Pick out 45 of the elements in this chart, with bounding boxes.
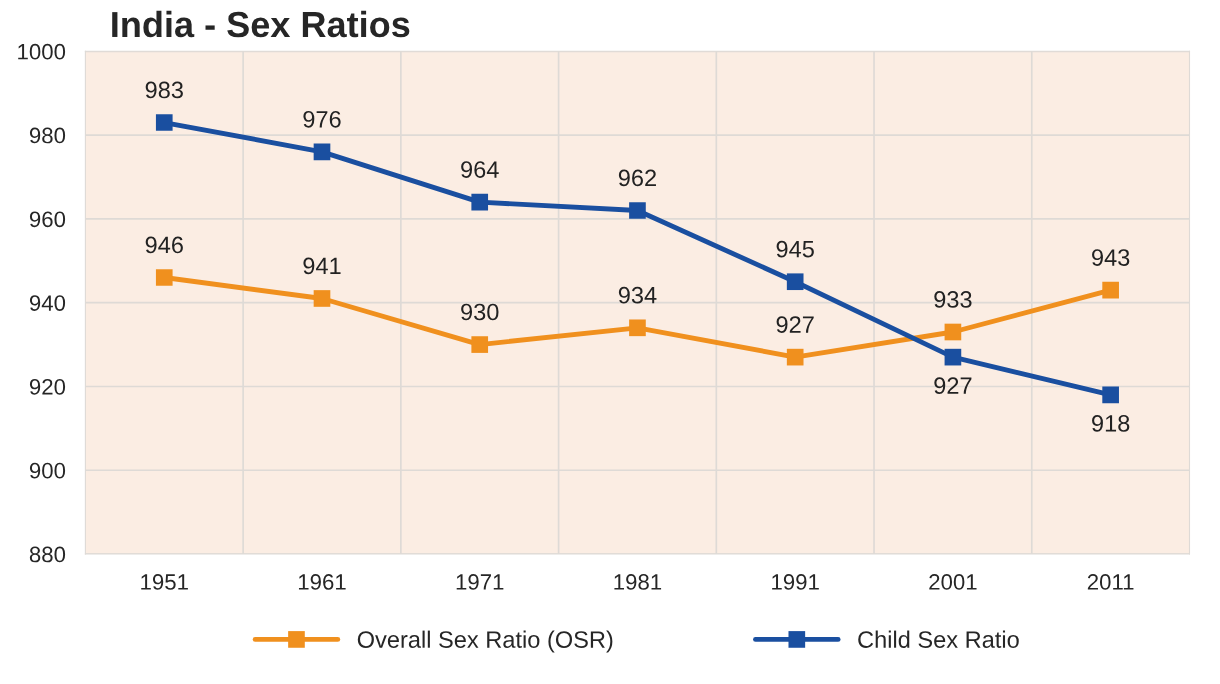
data-label: 964: [461, 161, 499, 178]
data-label: 976: [303, 110, 341, 128]
point: [629, 319, 646, 337]
y-tick-label: 980: [29, 127, 66, 144]
x-tick-label: 1971: [456, 574, 504, 590]
x-tick-label: 1981: [614, 574, 662, 590]
point: [629, 202, 646, 219]
data-label: 934: [618, 286, 657, 304]
x-tick-label: 2011: [1087, 574, 1134, 590]
data-label: 962: [618, 169, 656, 187]
data-label: 927: [934, 377, 972, 395]
data-label: 943: [1092, 249, 1130, 266]
point: [155, 269, 173, 286]
data-label: 933: [934, 291, 972, 308]
x-tick-label: 1961: [298, 574, 346, 590]
data-label: 941: [303, 257, 341, 275]
point: [155, 114, 173, 131]
x-tick-label: 1991: [772, 574, 819, 590]
y-tick-label: 920: [29, 378, 66, 395]
y-tick-label: 960: [29, 211, 66, 228]
point: [944, 348, 962, 366]
point: [1102, 281, 1119, 299]
data-label: 927: [776, 316, 814, 333]
y-tick-label: 1000: [18, 43, 66, 60]
chart-title: India - Sex Ratios: [112, 10, 410, 38]
point: [786, 348, 804, 366]
x-tick-label: 1951: [141, 574, 188, 590]
y-tick-label: 900: [29, 462, 66, 479]
legend-label: Overall Sex Ratio (OSR): [357, 630, 613, 653]
x-tick-label: 2001: [929, 574, 977, 590]
legend-label: Child Sex Ratio: [858, 630, 1019, 648]
data-label: 946: [145, 236, 183, 254]
point: [944, 323, 962, 341]
y-tick-label: 940: [29, 295, 66, 311]
data-label: 930: [461, 303, 499, 321]
point: [471, 336, 489, 353]
y-tick-label: 880: [29, 546, 66, 563]
point: [786, 273, 804, 291]
point: [1102, 386, 1119, 404]
point: [313, 143, 331, 161]
point: [471, 193, 489, 211]
data-label: 983: [145, 81, 183, 99]
data-label: 918: [1092, 415, 1130, 432]
data-label: 945: [776, 240, 814, 258]
point: [313, 290, 331, 307]
